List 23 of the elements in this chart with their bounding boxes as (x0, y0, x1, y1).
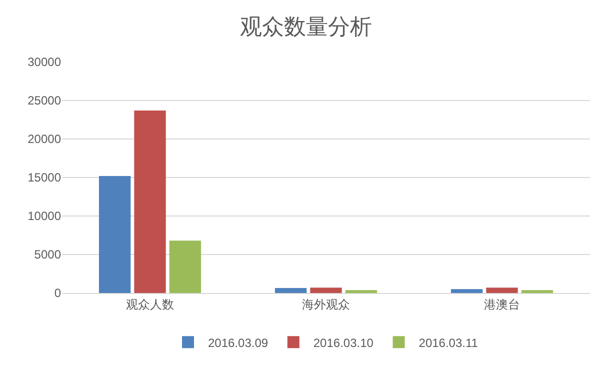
bar (310, 288, 342, 293)
legend-label: 2016.03.09 (208, 336, 268, 350)
x-tick-label: 海外观众 (302, 297, 350, 312)
y-tick-label: 30000 (28, 55, 62, 70)
y-tick-label: 5000 (34, 248, 62, 262)
bar (486, 288, 518, 293)
y-tick-label: 25000 (28, 94, 62, 108)
bar (274, 288, 307, 293)
bar (345, 290, 378, 293)
y-tick-label: 15000 (28, 170, 62, 185)
bar (98, 176, 131, 293)
legend-label: 2016.03.11 (418, 336, 478, 350)
bar (134, 110, 166, 293)
y-tick-label: 20000 (28, 132, 62, 146)
legend-label: 2016.03.10 (313, 336, 374, 350)
x-tick-label: 观众人数 (126, 297, 174, 312)
x-tick-label: 港澳台 (484, 297, 520, 312)
y-tick-label: 0 (54, 286, 62, 300)
bar (169, 240, 202, 293)
bar (521, 290, 554, 293)
bar (450, 289, 483, 293)
chart-title: 观众数量分析 (240, 14, 372, 40)
y-tick-label: 10000 (28, 209, 62, 224)
